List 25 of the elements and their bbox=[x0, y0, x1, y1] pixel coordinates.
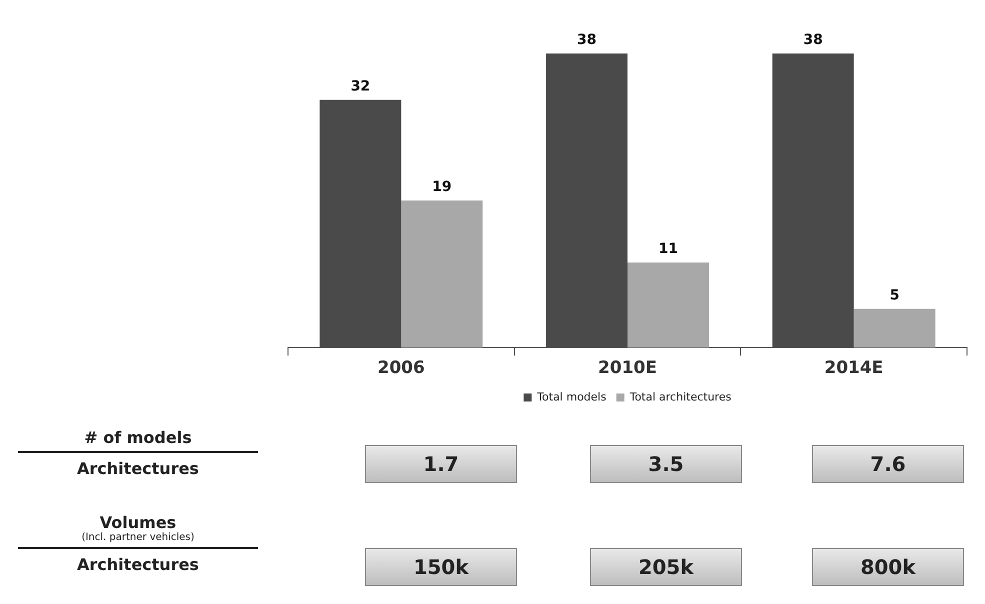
text: (Incl. partner vehicles) bbox=[80, 532, 196, 543]
x-tick-label: 2014E bbox=[824, 358, 884, 378]
data-label: 11 bbox=[658, 241, 678, 258]
text: Architectures bbox=[76, 458, 200, 478]
x-tick-label: 2010E bbox=[598, 358, 657, 378]
x-tick-label: 2006 bbox=[378, 358, 425, 378]
text: 1.7 bbox=[365, 445, 517, 483]
legend-label: Total models bbox=[536, 390, 607, 404]
text: 800k bbox=[812, 548, 964, 586]
text: Volumes bbox=[98, 513, 178, 532]
bar bbox=[628, 262, 709, 348]
legend-label: Total architectures bbox=[628, 390, 732, 404]
text: # of models bbox=[83, 428, 193, 447]
data-label: 19 bbox=[432, 179, 452, 196]
data-label: 38 bbox=[803, 32, 823, 48]
text: Architectures bbox=[76, 554, 200, 574]
bar bbox=[854, 308, 936, 348]
bar bbox=[401, 200, 483, 348]
text: 3.5 bbox=[590, 445, 742, 483]
data-label: 38 bbox=[577, 32, 596, 48]
text: 7.6 bbox=[812, 445, 964, 483]
text: 150k bbox=[365, 548, 517, 586]
data-label: 32 bbox=[350, 78, 370, 95]
data-label: 5 bbox=[890, 288, 900, 304]
text: 205k bbox=[590, 548, 742, 586]
